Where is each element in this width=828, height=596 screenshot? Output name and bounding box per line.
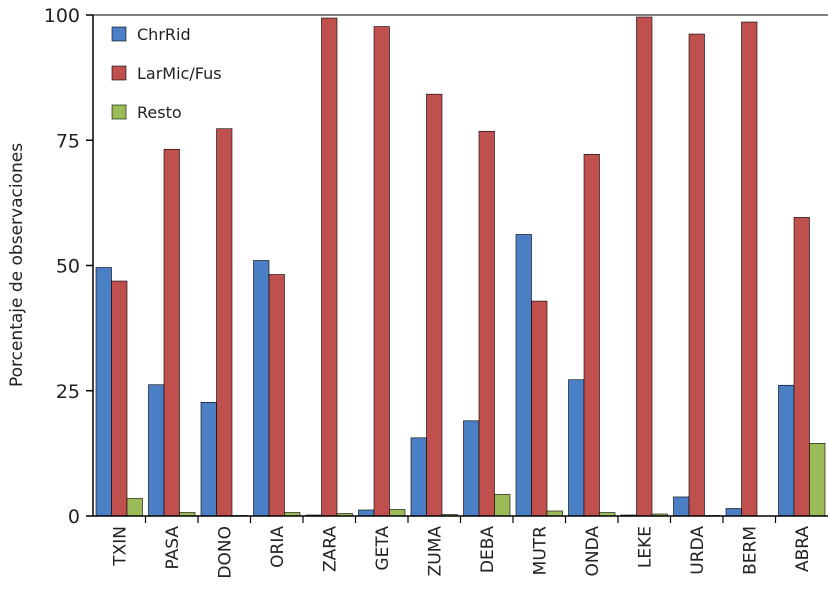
- x-tick-label: BERM: [740, 526, 760, 575]
- bar-larmic-fus-zara: [322, 18, 338, 516]
- y-tick-label: 0: [68, 506, 80, 528]
- bar-chrrid-onda: [569, 380, 585, 516]
- bar-resto-geta: [390, 509, 406, 516]
- bar-larmic-fus-berm: [742, 22, 758, 516]
- bar-chrrid-oria: [254, 260, 270, 516]
- bar-larmic-fus-abra: [794, 217, 810, 516]
- bar-resto-deba: [495, 494, 511, 516]
- x-axis: TXIN PASA DONO ORIA ZARA GETA ZUMA DEBA MUTR ONDA…: [93, 516, 828, 579]
- bar-larmic-fus-txin: [112, 281, 128, 516]
- legend-swatch: [112, 27, 126, 41]
- legend-swatch: [112, 66, 126, 80]
- x-tick-label: ABRA: [793, 526, 813, 572]
- bar-chrrid-berm: [726, 508, 742, 516]
- x-tick-label: URDA: [688, 526, 708, 575]
- bar-chrrid-abra: [779, 385, 795, 516]
- x-tick-label: DONO: [215, 526, 235, 579]
- bar-larmic-fus-dono: [217, 129, 233, 516]
- bar-resto-txin: [127, 498, 143, 516]
- x-tick-label: MUTR: [530, 526, 550, 575]
- y-axis-title: Porcentaje de observaciones: [7, 143, 27, 387]
- bar-resto-abra: [810, 443, 826, 516]
- y-tick-label: 75: [56, 130, 80, 152]
- bar-chrrid-txin: [96, 268, 112, 516]
- bar-chrrid-dono: [201, 402, 217, 516]
- bar-chrrid-mutr: [516, 234, 532, 516]
- bar-larmic-fus-pasa: [164, 149, 180, 516]
- legend-label: ChrRid: [137, 25, 191, 44]
- x-tick-label: ONDA: [583, 526, 603, 577]
- x-tick-label: GETA: [373, 526, 393, 571]
- bar-larmic-fus-deba: [479, 131, 495, 516]
- bar-larmic-fus-urda: [689, 34, 705, 516]
- bar-chrrid-zuma: [411, 438, 427, 516]
- x-tick-label: PASA: [163, 526, 183, 570]
- bar-chrrid-deba: [464, 421, 480, 516]
- y-tick-label: 50: [56, 256, 80, 278]
- legend-label: LarMic/Fus: [137, 64, 222, 83]
- legend: ChrRid LarMic/Fus Resto: [112, 25, 222, 122]
- bar-larmic-fus-leke: [637, 17, 653, 516]
- bar-larmic-fus-geta: [374, 27, 390, 516]
- y-tick-label: 25: [56, 381, 80, 403]
- bar-resto-mutr: [547, 511, 563, 516]
- bar-chrrid-geta: [359, 510, 375, 516]
- y-tick-label: 100: [44, 5, 80, 27]
- x-tick-label: DEBA: [478, 526, 498, 573]
- bar-larmic-fus-onda: [584, 154, 600, 516]
- x-tick-label: LEKE: [635, 526, 655, 568]
- bar-larmic-fus-oria: [269, 275, 285, 516]
- bars: [96, 17, 825, 516]
- bar-larmic-fus-zuma: [427, 94, 443, 516]
- legend-swatch: [112, 105, 126, 119]
- bar-larmic-fus-mutr: [532, 301, 548, 516]
- x-tick-label: ZARA: [320, 526, 340, 572]
- bar-chrrid-pasa: [149, 385, 165, 516]
- bar-chrrid-urda: [674, 497, 690, 516]
- x-tick-label: ZUMA: [425, 526, 445, 577]
- x-tick-label: TXIN: [110, 526, 130, 567]
- x-tick-label: ORIA: [268, 526, 288, 568]
- legend-label: Resto: [137, 103, 182, 122]
